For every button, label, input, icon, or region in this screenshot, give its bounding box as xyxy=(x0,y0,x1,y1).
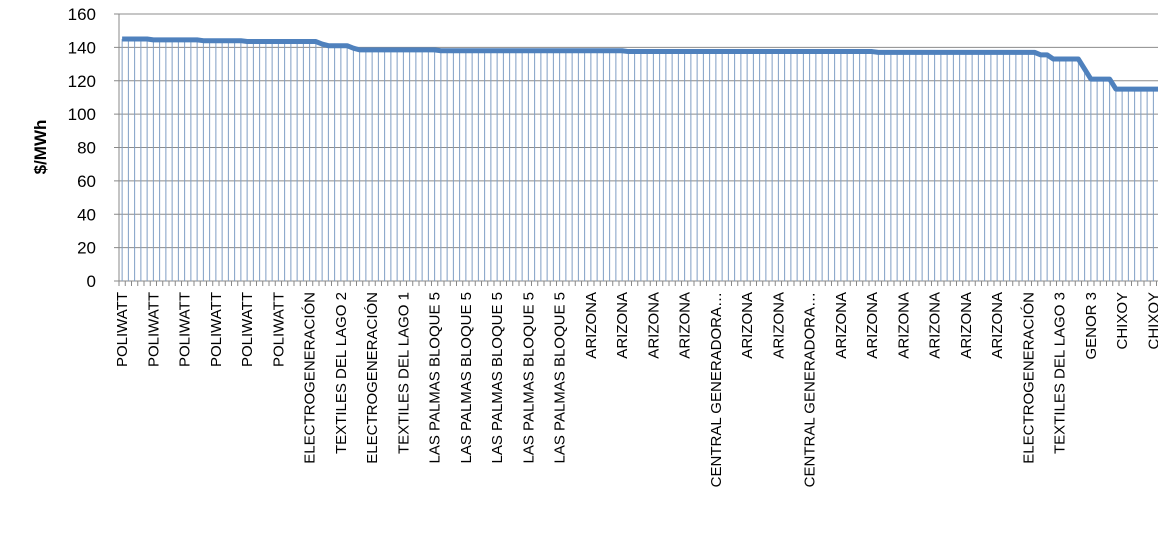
x-tick-label: ELECTROGENERACIÓN xyxy=(364,292,381,464)
x-tick-label: POLIWATT xyxy=(208,292,225,367)
x-tick-label: ELECTROGENERACIÓN xyxy=(302,292,319,464)
x-tick-label: ARIZONA xyxy=(739,292,756,359)
x-tick-label: ARIZONA xyxy=(958,292,975,359)
x-tick-label: TEXTILES DEL LAGO 1 xyxy=(395,292,412,454)
y-tick-label: 40 xyxy=(77,205,96,224)
y-tick-label: 0 xyxy=(87,272,96,291)
x-tick-label: LAS PALMAS BLOQUE 5 xyxy=(458,292,475,463)
y-tick-label: 100 xyxy=(68,105,96,124)
x-tick-label: POLIWATT xyxy=(270,292,287,367)
x-tick-label: ARIZONA xyxy=(677,292,694,359)
x-tick-label: POLIWATT xyxy=(114,292,131,367)
y-tick-label: 120 xyxy=(68,72,96,91)
x-tick-label: ARIZONA xyxy=(927,292,944,359)
y-tick-label: 60 xyxy=(77,172,96,191)
y-tick-label: 80 xyxy=(77,139,96,158)
x-tick-label: ARIZONA xyxy=(989,292,1006,359)
x-tick-label: ARIZONA xyxy=(864,292,881,359)
x-tick-label: CHIXOY xyxy=(1145,292,1158,350)
y-tick-label: 160 xyxy=(68,5,96,24)
x-tick-label: ELECTROGENERACIÓN xyxy=(1020,292,1037,464)
x-tick-label: LAS PALMAS BLOQUE 5 xyxy=(427,292,444,463)
x-tick-label: CENTRAL GENERADORA… xyxy=(708,292,725,487)
x-tick-label: ARIZONA xyxy=(583,292,600,359)
x-tick-label: POLIWATT xyxy=(177,292,194,367)
y-tick-label: 20 xyxy=(77,239,96,258)
x-tick-label: ARIZONA xyxy=(833,292,850,359)
x-tick-label: ARIZONA xyxy=(770,292,787,359)
x-tick-label: CENTRAL GENERADORA… xyxy=(802,292,819,487)
x-tick-label: POLIWATT xyxy=(239,292,256,367)
series-line xyxy=(122,36,1158,92)
x-tick-label: LAS PALMAS BLOQUE 5 xyxy=(520,292,537,463)
x-tick-label: ARIZONA xyxy=(614,292,631,359)
x-tick-label: LAS PALMAS BLOQUE 5 xyxy=(552,292,569,463)
x-tick-label: ARIZONA xyxy=(645,292,662,359)
x-tick-label: TEXTILES DEL LAGO 2 xyxy=(333,292,350,454)
x-tick-label: CHIXOY xyxy=(1114,292,1131,350)
x-tick-label: TEXTILES DEL LAGO 3 xyxy=(1052,292,1069,454)
y-axis-label: $/MWh xyxy=(31,120,50,175)
x-tick-label: LAS PALMAS BLOQUE 5 xyxy=(489,292,506,463)
x-tick-label: ARIZONA xyxy=(895,292,912,359)
y-tick-label: 140 xyxy=(68,38,96,57)
x-tick-label: POLIWATT xyxy=(145,292,162,367)
x-tick-label: GENOR 3 xyxy=(1083,292,1100,360)
